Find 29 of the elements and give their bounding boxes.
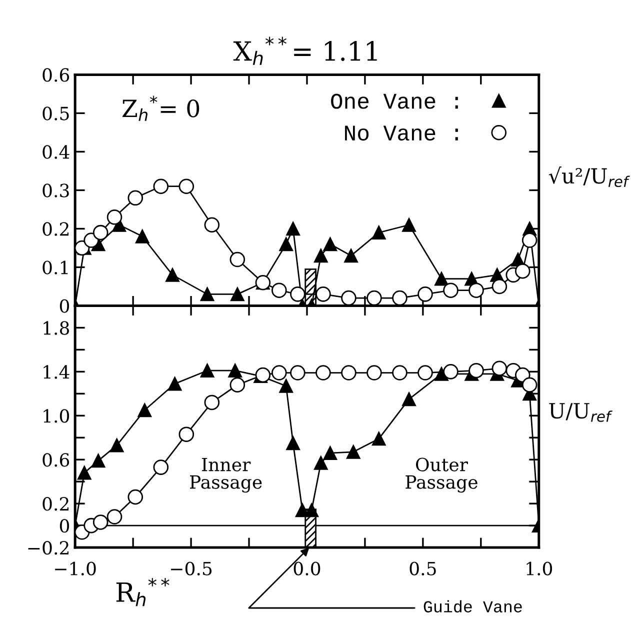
annotation: Inner Passage <box>190 458 262 493</box>
y-tick-label: 0.3 <box>42 184 69 198</box>
annotation: Z$_{h}$$^{*}$= 0 <box>122 96 200 121</box>
y-tick-label: 0.6 <box>42 453 70 467</box>
y-tick-label: 0.1 <box>42 260 68 274</box>
x-axis-title: R$_{h}$$^{**}$ <box>116 578 170 606</box>
y-tick-label: 0.2 <box>42 497 68 511</box>
x-tick-label: −1.0 <box>55 562 96 576</box>
x-tick-label: 1.0 <box>526 562 552 576</box>
y-axis-title: √u²/U$_{ref}$ <box>548 166 630 188</box>
y-tick-label: −0.2 <box>28 541 68 555</box>
y-tick-label: 0.5 <box>42 106 69 120</box>
y-tick-label: 0.4 <box>42 145 70 159</box>
y-tick-label: 1.0 <box>44 409 70 423</box>
y-tick-label: 1.8 <box>44 321 70 335</box>
y-tick-label: 0.6 <box>42 68 70 82</box>
chart-title: X$_{h}$$^{**}$= 1.11 <box>233 36 377 65</box>
x-tick-label: 0.5 <box>410 562 436 576</box>
y-tick-label: 0 <box>60 519 70 533</box>
x-tick-label: −0.5 <box>171 562 212 576</box>
legend-label: One Vane : <box>331 94 458 109</box>
text: Guide Vane <box>424 600 522 613</box>
legend-label: No Vane : <box>345 126 458 141</box>
y-axis-title: U/U$_{ref}$ <box>549 403 612 422</box>
y-tick-label: 0 <box>60 299 70 313</box>
annotation: Outer Passage <box>406 458 478 493</box>
y-tick-label: 0.2 <box>42 222 68 236</box>
y-tick-label: 1.4 <box>44 365 70 379</box>
x-tick-label: 0.0 <box>294 562 320 576</box>
